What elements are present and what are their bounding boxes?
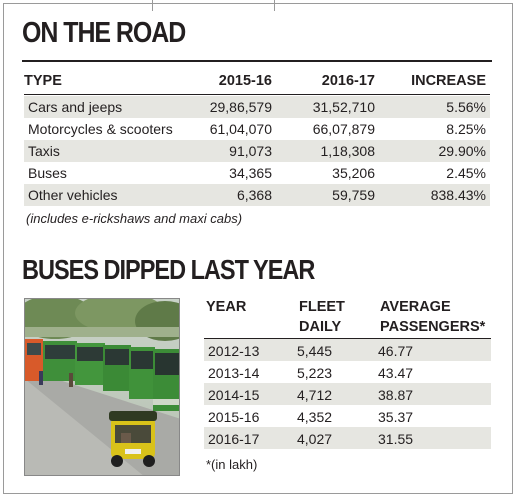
cell-2016-17: 59,759 [332, 187, 375, 203]
table-row: 2015-16 4,352 35.37 [204, 405, 491, 427]
cell-2015-16: 6,368 [236, 187, 272, 203]
cell-year: 2012-13 [208, 343, 260, 359]
header-fleet-line1: FLEET [299, 299, 345, 315]
cell-2015-16: 61,04,070 [209, 121, 272, 137]
cell-year: 2013-14 [208, 365, 260, 381]
table-row: Other vehicles 6,368 59,759 838.43% [24, 184, 490, 206]
cell-passengers: 43.47 [378, 365, 414, 381]
cell-fleet: 5,223 [297, 365, 333, 381]
header-type: TYPE [24, 73, 62, 89]
frame-tick [274, 0, 275, 11]
cell-year: 2014-15 [208, 387, 260, 403]
cell-type: Motorcycles & scooters [28, 121, 173, 137]
header-2016-17: 2016-17 [321, 73, 375, 89]
cell-2016-17: 66,07,879 [312, 121, 375, 137]
header-passengers-line2: PASSENGERS* [380, 319, 486, 335]
bus-table: 2012-13 5,445 46.77 2013-14 5,223 43.47 … [204, 339, 491, 449]
title-rule [22, 60, 492, 62]
cell-year: 2015-16 [208, 409, 260, 425]
bus-table-header: YEAR FLEET DAILY AVERAGE PASSENGERS* [206, 297, 491, 355]
street-bus-photo [24, 298, 180, 476]
cell-passengers: 46.77 [378, 343, 414, 359]
road-table-header: TYPE 2015-16 2016-17 INCREASE [24, 73, 490, 93]
table-row: Cars and jeeps 29,86,579 31,52,710 5.56% [24, 96, 490, 118]
cell-increase: 8.25% [446, 121, 486, 137]
cell-passengers: 38.87 [378, 387, 414, 403]
header-fleet: FLEET DAILY [299, 297, 345, 337]
cell-increase: 5.56% [446, 99, 486, 115]
cell-2015-16: 34,365 [229, 165, 272, 181]
cell-fleet: 4,027 [297, 431, 333, 447]
table-row: 2014-15 4,712 38.87 [204, 383, 491, 405]
bus-table-footnote: *(in lakh) [206, 457, 258, 472]
cell-type: Cars and jeeps [28, 99, 123, 115]
cell-2016-17: 35,206 [332, 165, 375, 181]
section1-title: ON THE ROAD [22, 17, 186, 49]
table-row: 2016-17 4,027 31.55 [204, 427, 491, 449]
frame-tick [152, 0, 153, 11]
cell-fleet: 4,352 [297, 409, 333, 425]
cell-type: Other vehicles [28, 187, 118, 203]
bus-header-rule [204, 338, 491, 339]
cell-2016-17: 1,18,308 [320, 143, 376, 159]
header-2015-16: 2015-16 [218, 73, 272, 89]
cell-2015-16: 29,86,579 [209, 99, 272, 115]
header-passengers: AVERAGE PASSENGERS* [380, 297, 485, 337]
table-row: 2012-13 5,445 46.77 [204, 339, 491, 361]
cell-2016-17: 31,52,710 [312, 99, 375, 115]
cell-increase: 838.43% [430, 187, 486, 203]
header-increase: INCREASE [411, 73, 486, 89]
graphic-frame [3, 0, 513, 494]
road-table: Cars and jeeps 29,86,579 31,52,710 5.56%… [24, 96, 490, 206]
header-year: YEAR [206, 299, 247, 315]
cell-increase: 2.45% [446, 165, 486, 181]
section2-title: BUSES DIPPED LAST YEAR [22, 254, 315, 285]
table-row: 2013-14 5,223 43.47 [204, 361, 491, 383]
cell-fleet: 4,712 [297, 387, 333, 403]
cell-passengers: 31.55 [378, 431, 414, 447]
cell-type: Buses [28, 165, 67, 181]
cell-fleet: 5,445 [297, 343, 333, 359]
cell-year: 2016-17 [208, 431, 260, 447]
cell-type: Taxis [28, 143, 60, 159]
header-rule [24, 94, 490, 95]
table-row: Motorcycles & scooters 61,04,070 66,07,8… [24, 118, 490, 140]
road-table-footnote: (includes e-rickshaws and maxi cabs) [26, 211, 243, 226]
cell-increase: 29.90% [438, 143, 486, 159]
header-passengers-line1: AVERAGE [380, 299, 451, 315]
header-fleet-line2: DAILY [299, 319, 342, 335]
table-row: Buses 34,365 35,206 2.45% [24, 162, 490, 184]
table-row: Taxis 91,073 1,18,308 29.90% [24, 140, 490, 162]
cell-2015-16: 91,073 [229, 143, 272, 159]
cell-passengers: 35.37 [378, 409, 414, 425]
